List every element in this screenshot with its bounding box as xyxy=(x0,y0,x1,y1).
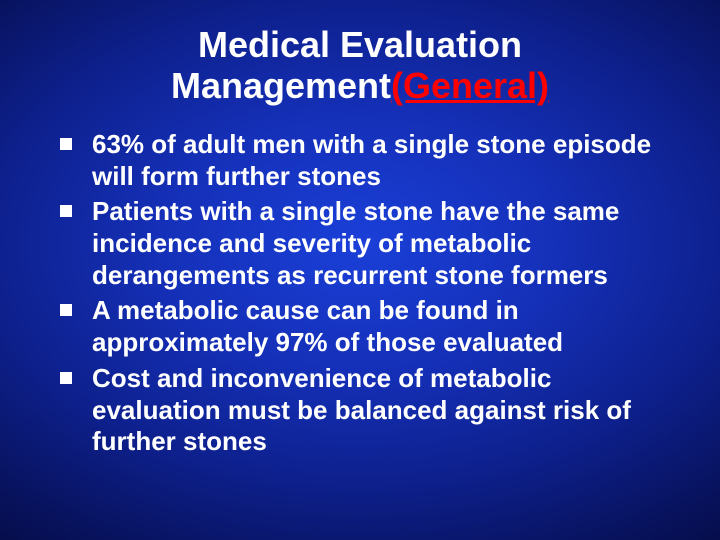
title-line2-highlight: (General) xyxy=(391,65,549,106)
bullet-text: A metabolic cause can be found in approx… xyxy=(92,295,672,358)
title-line2-plain: Management xyxy=(171,65,391,106)
list-item: Patients with a single stone have the sa… xyxy=(60,196,672,291)
square-bullet-icon xyxy=(60,138,72,150)
slide-title: Medical Evaluation Management(General) xyxy=(48,24,672,107)
title-line1: Medical Evaluation xyxy=(48,24,672,65)
list-item: Cost and inconvenience of metabolic eval… xyxy=(60,363,672,458)
square-bullet-icon xyxy=(60,372,72,384)
bullet-text: Patients with a single stone have the sa… xyxy=(92,196,672,291)
square-bullet-icon xyxy=(60,205,72,217)
list-item: 63% of adult men with a single stone epi… xyxy=(60,129,672,192)
square-bullet-icon xyxy=(60,304,72,316)
bullet-list: 63% of adult men with a single stone epi… xyxy=(48,129,672,458)
slide: Medical Evaluation Management(General) 6… xyxy=(0,0,720,540)
bullet-text: Cost and inconvenience of metabolic eval… xyxy=(92,363,672,458)
title-line2: Management(General) xyxy=(171,65,549,106)
bullet-text: 63% of adult men with a single stone epi… xyxy=(92,129,672,192)
list-item: A metabolic cause can be found in approx… xyxy=(60,295,672,358)
